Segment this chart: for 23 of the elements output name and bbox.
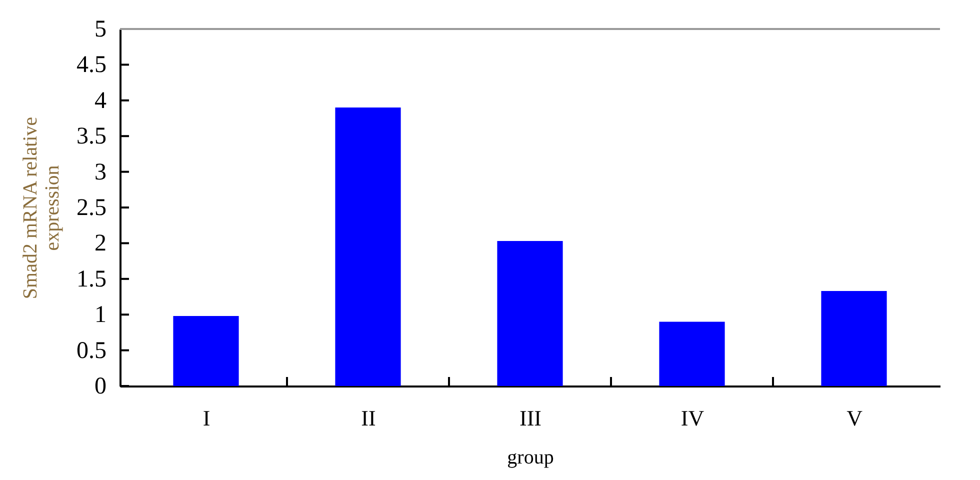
y-tick-label: 3 <box>94 159 106 186</box>
bar <box>821 291 887 386</box>
y-axis-title: Smad2 mRNA relative expression <box>20 116 64 300</box>
x-tick-label: V <box>846 406 863 430</box>
y-tick-label: 5 <box>94 16 106 42</box>
y-tick-label: 3.5 <box>76 124 106 150</box>
x-tick-label: III <box>520 406 542 430</box>
x-tick-label: II <box>361 406 376 430</box>
y-tick-label: 2 <box>94 230 106 257</box>
y-tick-label: 2.5 <box>76 195 106 221</box>
bar <box>335 108 401 386</box>
x-tick-label: IV <box>680 406 704 430</box>
bar <box>659 322 725 386</box>
y-tick-label: 1.5 <box>76 266 106 292</box>
bar <box>173 316 239 386</box>
x-tick-label: I <box>202 406 210 430</box>
x-axis-title: group <box>507 446 554 468</box>
y-tick-label: 0 <box>94 374 106 400</box>
y-tick-label: 4 <box>94 88 106 114</box>
bar <box>497 241 563 386</box>
y-tick-label: 4.5 <box>76 52 106 78</box>
y-tick-label: 0.5 <box>76 338 106 364</box>
y-tick-label: 1 <box>94 302 106 328</box>
